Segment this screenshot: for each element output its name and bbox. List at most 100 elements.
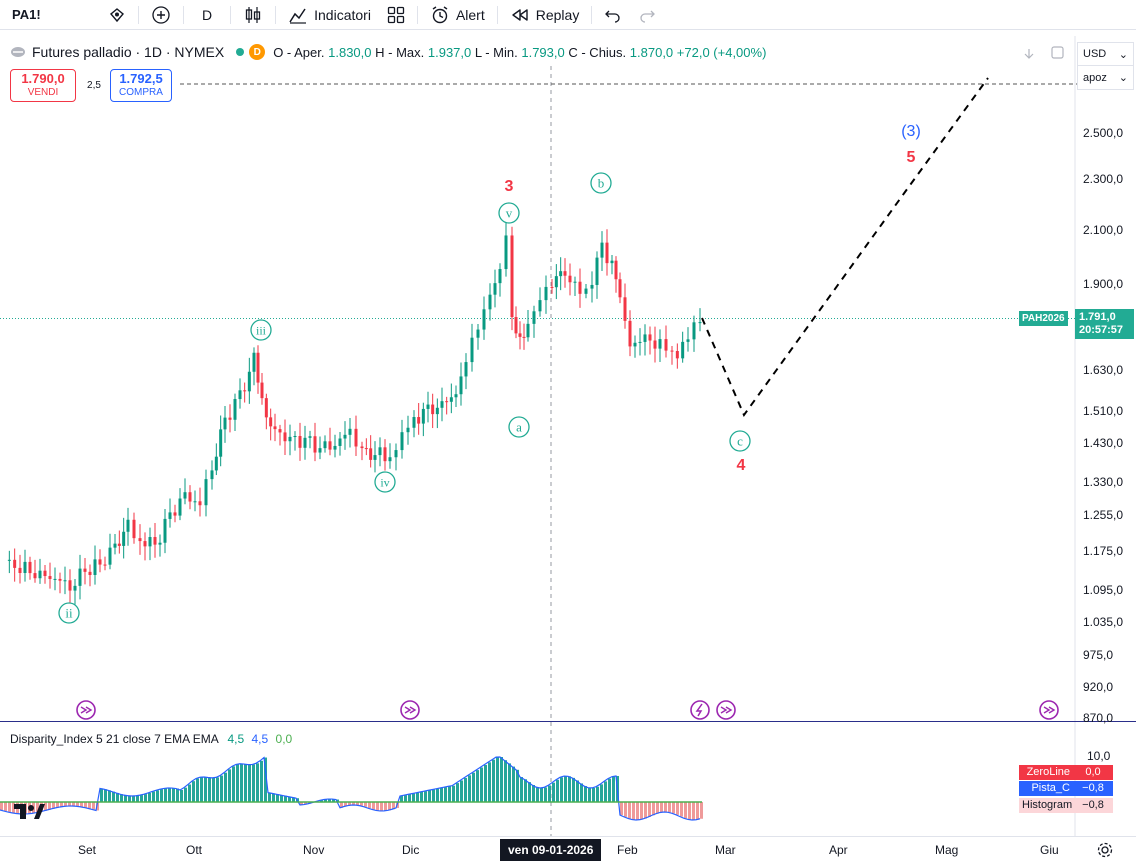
histogram-bar	[76, 802, 79, 807]
candle-body	[7, 559, 11, 561]
buy-button[interactable]: 1.792,5 COMPRA	[110, 69, 172, 102]
scale-mode-select[interactable]: apoz ⌄	[1077, 66, 1134, 90]
time-label: Ott	[186, 843, 203, 857]
histogram-bar	[200, 777, 203, 802]
histogram-bar	[120, 794, 123, 802]
histogram-bar	[60, 802, 63, 807]
symbol-label: PA1!	[12, 7, 41, 22]
replay-button[interactable]: Replay	[502, 0, 588, 30]
histogram-bar	[676, 802, 679, 815]
lightning-event-icon[interactable]	[690, 700, 710, 720]
candle-body	[526, 323, 530, 338]
histogram-bar	[424, 791, 427, 802]
wave-label-ii[interactable]: ii	[58, 602, 80, 624]
candle-body	[514, 317, 518, 334]
histogram-bar	[240, 763, 243, 802]
wave-label-v[interactable]: v	[498, 202, 520, 224]
price-tick-label: 975,0	[1083, 648, 1113, 662]
wave-label-text: iii	[256, 324, 267, 338]
event-marker-icon[interactable]	[400, 700, 420, 720]
rewind-icon	[512, 8, 528, 21]
histogram-bar	[644, 802, 647, 819]
redo-icon[interactable]	[630, 0, 664, 30]
histogram-label: Histogram	[1019, 798, 1073, 813]
indicator-legend[interactable]: Disparity_Index 5 21 close 7 EMA EMA 4,5…	[10, 732, 292, 746]
symbol-search[interactable]: PA1!	[0, 0, 100, 30]
candle-body	[510, 235, 514, 318]
sell-button[interactable]: 1.790,0 VENDI	[10, 69, 76, 102]
histogram-bar	[68, 802, 71, 807]
price-tick-label: 1.175,0	[1083, 544, 1123, 558]
candle-body	[126, 519, 130, 532]
compare-symbol-icon[interactable]	[100, 0, 134, 30]
candle-body	[406, 427, 410, 433]
maximize-icon[interactable]	[1051, 46, 1064, 59]
alert-button[interactable]: Alert	[422, 0, 493, 30]
candle-body	[343, 434, 347, 439]
add-symbol-icon[interactable]	[143, 0, 179, 30]
event-marker-icon[interactable]	[716, 700, 736, 720]
histogram-bar	[416, 792, 419, 802]
candle-body	[168, 512, 172, 519]
market-open-indicator	[236, 48, 245, 56]
wave-label-text: v	[506, 206, 513, 221]
candle-body	[33, 573, 37, 579]
candle-body	[38, 570, 42, 579]
histogram-bar	[484, 764, 487, 802]
wave-label-a[interactable]: a	[508, 416, 530, 438]
wave-label-c[interactable]: c	[729, 430, 751, 452]
histogram-bar	[460, 780, 463, 802]
histogram-bar	[328, 799, 331, 802]
pista-tag: Pista_C −0,8	[1019, 781, 1113, 796]
histogram-bar	[564, 776, 567, 802]
wave-label-iv[interactable]: iv	[374, 471, 396, 493]
wave-label-b[interactable]: b	[590, 172, 612, 194]
legend-title[interactable]: Futures palladio · 1D · NYMEX	[32, 44, 225, 60]
price-axis-ticks: 2.500,0 2.300,0 2.100,0 1.900,0 1.630,0 1.510…	[1083, 126, 1123, 725]
event-marker-icon[interactable]	[76, 700, 96, 720]
histogram-bar	[324, 799, 327, 802]
histogram-bar	[448, 786, 451, 802]
candle-body	[584, 288, 588, 294]
pista-line	[0, 756, 701, 821]
currency-select[interactable]: USD ⌄	[1077, 42, 1134, 66]
wave-label-iii[interactable]: iii	[250, 319, 272, 341]
event-marker-icon[interactable]	[1039, 700, 1059, 720]
wave-label-intermediate-3[interactable]: (3)	[901, 123, 921, 140]
candles-style-icon[interactable]	[235, 0, 271, 30]
wave-label-4[interactable]: 4	[737, 457, 746, 474]
wave-label-3[interactable]: 3	[505, 178, 514, 195]
chart-canvas[interactable]: ii iii iv v a b c 3 4 5 (3) 2.500,0 2.300…	[0, 36, 1136, 836]
histogram-bar	[600, 784, 603, 802]
zeroline-value: 0,0	[1073, 765, 1113, 780]
wave-projection-path[interactable]	[701, 77, 989, 418]
histogram-bar	[292, 797, 295, 802]
histogram-bar	[188, 784, 191, 802]
histogram-bar	[144, 794, 147, 802]
wave-label-text: iv	[380, 476, 389, 490]
layout-templates-icon[interactable]	[379, 0, 413, 30]
candle-body	[614, 260, 618, 280]
histogram-bar	[412, 793, 415, 802]
undo-icon[interactable]	[596, 0, 630, 30]
candle-body	[554, 276, 558, 288]
indicators-button[interactable]: Indicatori	[280, 0, 379, 30]
interval-button[interactable]: D	[188, 0, 226, 30]
replay-label: Replay	[535, 6, 580, 23]
gear-icon[interactable]	[1096, 841, 1114, 859]
histogram-bar	[156, 790, 159, 802]
histogram-bar	[580, 783, 583, 802]
candle-body	[504, 235, 508, 270]
wave-label-text: ii	[65, 606, 73, 621]
histogram-bar	[636, 802, 639, 820]
candle-body	[518, 333, 522, 337]
candle-body	[238, 390, 242, 400]
scroll-down-icon[interactable]	[1024, 49, 1034, 59]
candle-body	[482, 309, 486, 330]
wave-label-5[interactable]: 5	[907, 149, 916, 166]
histogram-bar	[556, 779, 559, 802]
histogram-bar	[172, 788, 175, 802]
time-axis[interactable]: Set Ott Nov Dic Feb Mar Apr Mag Giu ven …	[0, 836, 1136, 862]
high-value: 1.937,0	[427, 44, 472, 60]
histogram-bar	[660, 802, 663, 813]
